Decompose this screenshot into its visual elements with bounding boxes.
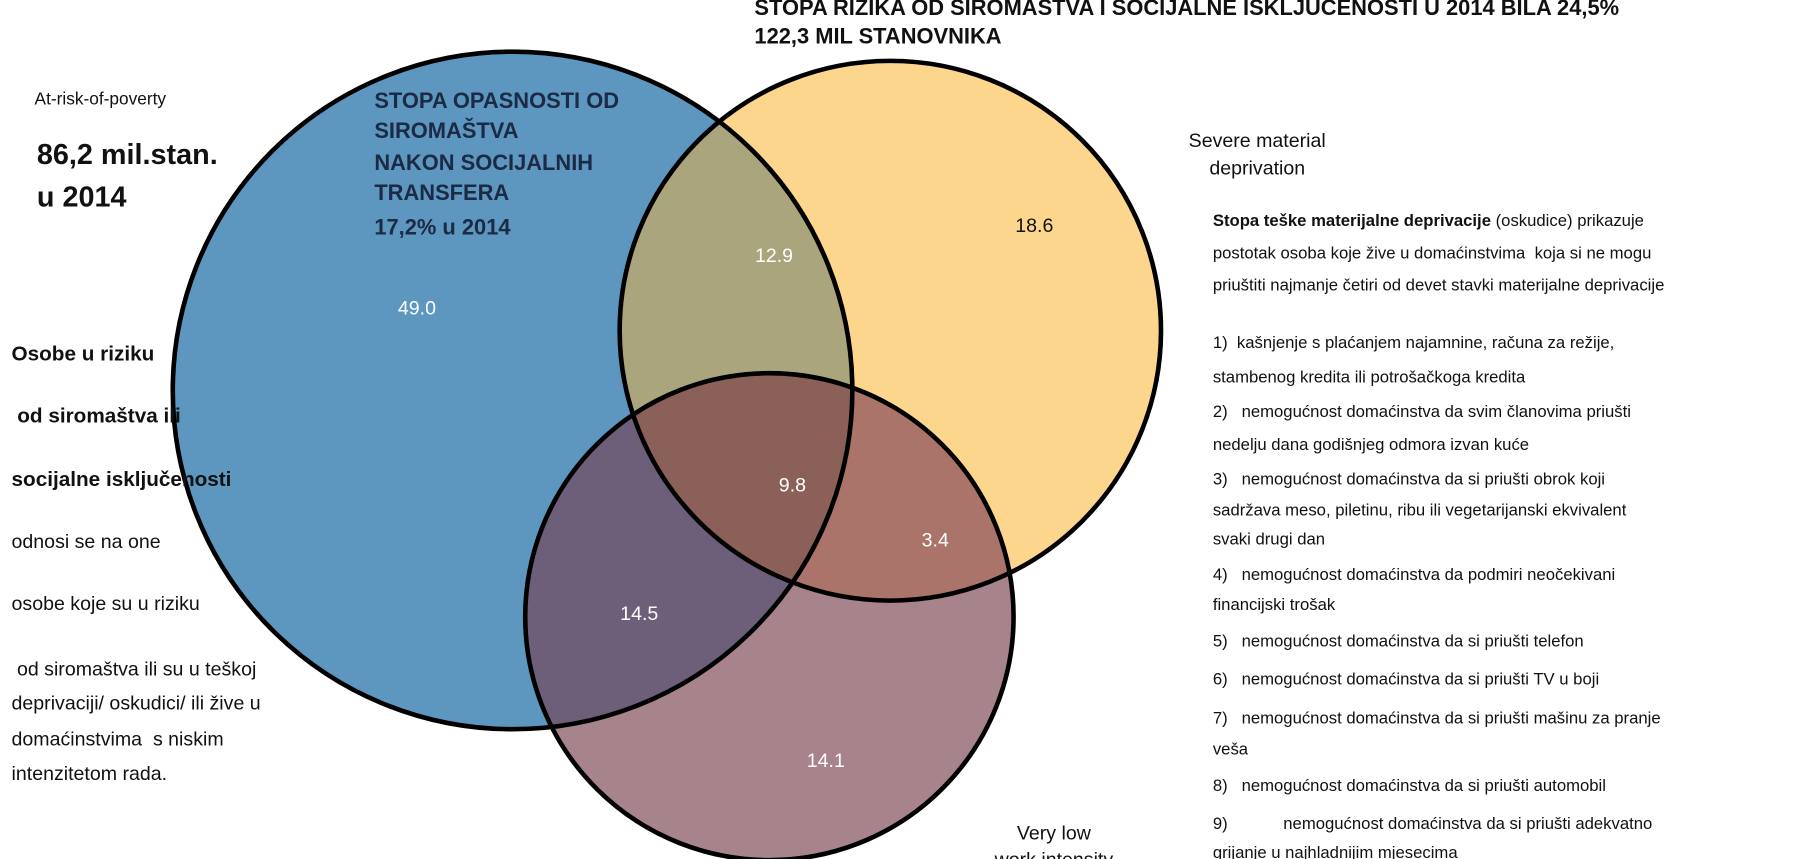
definition-text: (oskudice) prikazuje [1491,211,1644,230]
circle-label: work intensity [994,849,1114,859]
list-item: 8) nemogućnost domaćinstva da si priušti… [1213,776,1606,795]
definition-text: priuštiti najmanje četiri od devet stavk… [1213,276,1665,295]
circle-label: NAKON SOCIJALNIH [374,150,593,175]
region-value: 3.4 [922,530,949,552]
list-item: 9) nemogućnost domaćinstva da si priušti… [1213,814,1652,833]
poverty-label: At-risk-of-poverty [35,89,167,109]
list-item: veša [1213,740,1249,759]
outline [522,371,1016,859]
list-item: 5) nemogućnost domaćinstva da si priušti… [1213,632,1584,651]
region-value: 18.6 [1015,215,1053,237]
title: STOPA RIZIKA OD SIROMAŠTVA I SOCIJALNE I… [754,0,1619,20]
outline [617,58,1164,603]
definition-text: postotak osoba koje žive u domaćinstvima… [1213,243,1652,262]
list-item: grijanje u najhladnijim mjesecima [1213,843,1459,859]
left-text: deprivaciji/ oskudici/ ili žive u [12,693,261,715]
left-text: osobe koje su u riziku [12,593,200,615]
circle-label: SIROMAŠTVA [374,118,518,143]
list-item: svaki drugi dan [1213,529,1325,548]
left-text: odnosi se na one [12,531,161,553]
region-value: 49.0 [398,298,436,320]
left-text: domaćinstvima s niskim [12,728,224,750]
region-value: 9.8 [779,475,806,497]
title: 122,3 MIL STANOVNIKA [754,24,1001,49]
list-item: 2) nemogućnost domaćinstva da svim člano… [1213,402,1631,421]
list-item: 7) nemogućnost domaćinstva da si priušti… [1213,709,1661,728]
circle-label: 17,2% u 2014 [374,214,511,239]
outline [170,49,855,732]
left-text-bold: Osobe u riziku [12,343,155,366]
circle-label: STOPA OPASNOSTI OD [374,88,619,113]
poverty-value: 86,2 mil.stan. [37,139,218,171]
definition-bold: Stopa teške materijalne deprivacije [1213,211,1491,230]
circle-label: deprivation [1209,158,1305,180]
circle-label: TRANSFERA [374,180,509,205]
left-text-bold: socijalne isključenosti [12,468,232,491]
definition: Stopa teške materijalne deprivacije (osk… [1213,211,1644,230]
list-item: stambenog kredita ili potrošačkoga kredi… [1213,367,1526,386]
region-value: 14.1 [807,750,845,772]
list-item: 3) nemogućnost domaćinstva da si priušti… [1213,470,1605,489]
list-item: 6) nemogućnost domaćinstva da si priušti… [1213,669,1599,688]
left-text-bold: od siromaštva ili [12,405,181,428]
list-item: financijski trošak [1213,595,1336,614]
list-item: 4) nemogućnost domaćinstva da podmiri ne… [1213,565,1615,584]
left-text: od siromaštva ili su u teškoj [12,658,257,680]
poverty-value: u 2014 [37,182,127,214]
circle-label: Very low [1017,823,1092,845]
list-item: 1) kašnjenje s plaćanjem najamnine, raču… [1213,333,1614,352]
left-text: intenzitetom rada. [12,763,168,785]
circles [170,49,1164,859]
list-item: nedelju dana godišnjeg odmora izvan kuće [1213,435,1529,454]
region-value: 12.9 [755,245,793,267]
list-item: sadržava meso, piletinu, ribu ili vegeta… [1213,501,1627,520]
circle-label: Severe material [1189,130,1326,152]
region-value: 14.5 [620,603,658,625]
